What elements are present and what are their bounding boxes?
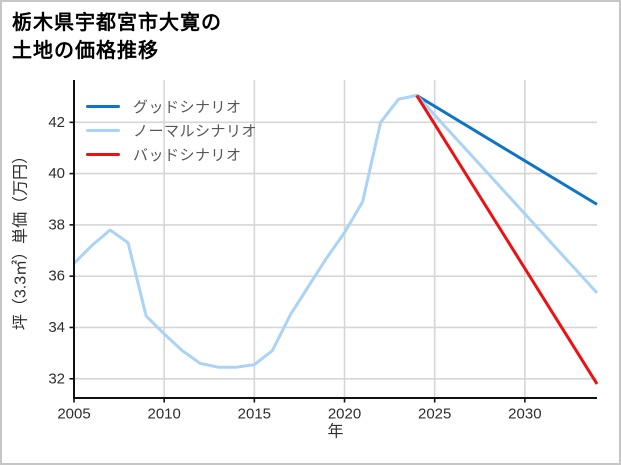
legend-swatch-normal-scenario <box>86 128 120 132</box>
y-axis-label: 坪（3.3㎡）単価（万円） <box>12 148 30 330</box>
legend-item-normal-scenario: ノーマルシナリオ <box>86 118 257 142</box>
x-axis-label: 年 <box>327 422 343 440</box>
chart-legend: グッドシナリオ ノーマルシナリオ バッドシナリオ <box>86 94 257 166</box>
y-tick-label: 34 <box>48 319 65 336</box>
x-tick-label: 2020 <box>328 405 361 422</box>
y-tick-label: 42 <box>48 114 65 131</box>
x-tick-label: 2015 <box>238 405 271 422</box>
y-tick-label: 36 <box>48 268 65 285</box>
chart-title: 栃木県宇都宮市大寛の 土地の価格推移 <box>12 9 222 65</box>
series-line-bad-scenario <box>415 94 599 385</box>
legend-label-good-scenario: グッドシナリオ <box>133 98 242 116</box>
x-tick-label: 2030 <box>508 405 541 422</box>
legend-label-normal-scenario: ノーマルシナリオ <box>133 122 258 140</box>
x-tick-label: 2010 <box>147 405 180 422</box>
legend-label-bad-scenario: バッドシナリオ <box>133 146 242 164</box>
legend-swatch-good-scenario <box>86 104 120 108</box>
y-tick-label: 38 <box>48 216 65 233</box>
legend-swatch-bad-scenario <box>86 152 120 156</box>
series-line-normal-scenario <box>72 93 599 369</box>
y-tick-label: 32 <box>48 370 65 387</box>
legend-item-bad-scenario: バッドシナリオ <box>86 142 257 166</box>
x-tick-label: 2025 <box>418 405 451 422</box>
x-tick-label: 2005 <box>57 405 90 422</box>
legend-item-good-scenario: グッドシナリオ <box>86 94 257 118</box>
series-line-good-scenario <box>415 94 598 206</box>
chart-title-line1: 栃木県宇都宮市大寛の <box>12 12 222 34</box>
chart-title-line2: 土地の価格推移 <box>12 40 159 62</box>
y-tick-label: 40 <box>48 165 65 182</box>
